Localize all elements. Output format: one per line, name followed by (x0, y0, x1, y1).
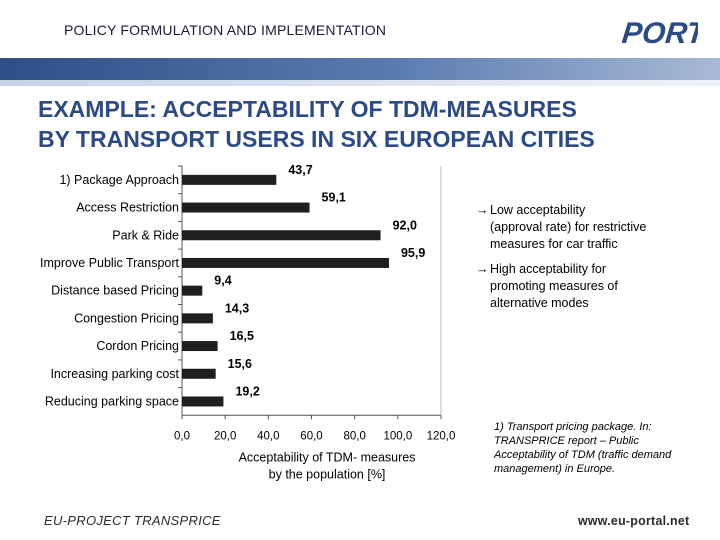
svg-text:PORTAL: PORTAL (622, 17, 698, 50)
data-label: 16,5 (230, 329, 254, 343)
category-label: Distance based Pricing (51, 284, 179, 298)
category-label: Reducing parking space (45, 394, 179, 408)
category-label: Park & Ride (112, 228, 179, 242)
data-label: 92,0 (393, 218, 417, 232)
data-label: 9,4 (214, 274, 231, 288)
acceptability-bar-chart: 1) Package Approach 43,7 Access Restrictio… (40, 163, 456, 481)
bullet-line: High acceptability for (490, 262, 607, 276)
category-label: Access Restriction (76, 201, 179, 215)
bar (182, 368, 216, 379)
slide-title-line1: EXAMPLE: ACCEPTABILITY OF TDM-MEASURES (38, 96, 577, 122)
x-tick-label: 120,0 (427, 430, 456, 442)
project-name: EU-PROJECT TRANSPRICE (44, 513, 221, 528)
x-axis-label: by the population [%] (269, 467, 386, 481)
category-label: Cordon Pricing (96, 339, 179, 353)
website-link[interactable]: www.eu-portal.net (578, 513, 690, 528)
bullet-high-acceptability: → High acceptability for promoting measu… (476, 261, 676, 312)
header-band-fade (0, 80, 720, 86)
arrow-right-icon: → (476, 262, 489, 276)
bullet-line: (approval rate) for restrictive (490, 220, 647, 234)
section-header: POLICY FORMULATION AND IMPLEMENTATION (64, 22, 387, 38)
bar (182, 396, 224, 407)
x-tick-label: 100,0 (383, 430, 412, 442)
x-tick-label: 80,0 (343, 430, 365, 442)
bar (182, 202, 310, 213)
data-label: 95,9 (401, 246, 425, 260)
category-label: Increasing parking cost (50, 367, 179, 381)
bullet-line: promoting measures of (490, 279, 618, 293)
data-label: 14,3 (225, 301, 249, 315)
data-label: 19,2 (235, 384, 259, 398)
bullet-line: measures for car traffic (490, 237, 618, 251)
arrow-right-icon: → (476, 203, 489, 217)
x-tick-label: 60,0 (300, 430, 322, 442)
data-label: 15,6 (228, 357, 252, 371)
slide-title: EXAMPLE: ACCEPTABILITY OF TDM-MEASURES B… (38, 94, 595, 154)
data-label: 59,1 (322, 191, 346, 205)
slide-title-line2: BY TRANSPORT USERS IN SIX EUROPEAN CITIE… (38, 126, 595, 152)
bar (182, 174, 277, 185)
bar (182, 257, 389, 268)
bullet-line: Low acceptability (490, 203, 586, 217)
x-tick-label: 0,0 (174, 430, 190, 442)
header-band (0, 58, 720, 80)
bar (182, 285, 203, 296)
x-axis-label: Acceptability of TDM- measures (239, 450, 416, 464)
x-tick-label: 40,0 (257, 430, 279, 442)
data-label: 43,7 (288, 163, 312, 177)
x-tick-label: 20,0 (214, 430, 236, 442)
bullet-line: alternative modes (490, 296, 589, 310)
bar (182, 341, 218, 352)
footnote: 1) Transport pricing package. In: TRANSP… (494, 421, 672, 475)
bar (182, 230, 381, 241)
bar (182, 313, 213, 324)
category-label: 1) Package Approach (59, 173, 179, 187)
category-label: Congestion Pricing (74, 311, 179, 325)
bullet-low-acceptability: → Low acceptability (approval rate) for … (476, 202, 676, 253)
category-label: Improve Public Transport (40, 256, 179, 270)
portal-logo: PORTAL (622, 17, 698, 50)
key-findings: → Low acceptability (approval rate) for … (476, 202, 676, 320)
